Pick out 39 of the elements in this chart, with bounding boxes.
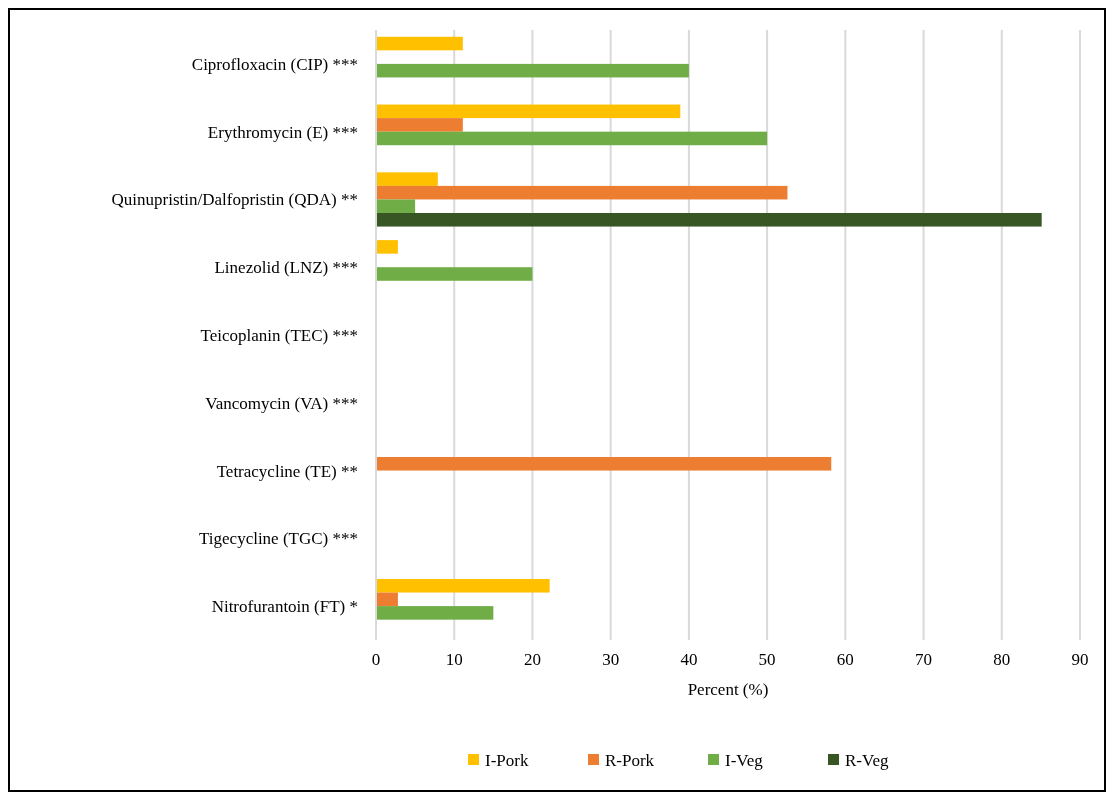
x-tick-label: 50: [758, 650, 776, 669]
x-tick-label: 30: [602, 650, 620, 669]
x-tick-label: 70: [915, 650, 933, 669]
bar: [376, 104, 681, 119]
y-tick-label: Vancomycin (VA) ***: [205, 393, 358, 413]
legend-label: R-Veg: [845, 750, 889, 770]
legend-label: I-Pork: [485, 750, 529, 770]
bar: [376, 36, 463, 51]
legend-label: R-Pork: [605, 750, 655, 770]
x-tick-label: 40: [680, 650, 698, 669]
bar: [376, 579, 550, 593]
legend-label: I-Veg: [725, 750, 764, 770]
x-tick-label: 0: [371, 650, 381, 669]
y-tick-label: Quinupristin/Dalfopristin (QDA) **: [111, 190, 358, 210]
bar: [376, 185, 788, 200]
bar: [376, 172, 438, 186]
y-tick-label: Tetracycline (TE) **: [216, 461, 358, 481]
x-tick-label: 20: [523, 650, 541, 669]
y-tick-label: Erythromycin (E) ***: [207, 122, 358, 142]
bar: [376, 606, 494, 620]
x-tick-label: 10: [445, 650, 463, 669]
bar: [376, 213, 1042, 227]
y-tick-label: Tigecycline (TGC) ***: [199, 529, 358, 549]
x-tick-label: 90: [1071, 650, 1089, 669]
x-tick-label: 60: [836, 650, 854, 669]
bar: [376, 131, 768, 146]
bar: [376, 267, 533, 281]
bar: [376, 457, 832, 471]
x-axis-title: Percent (%): [687, 680, 769, 699]
y-tick-label: Nitrofurantoin (FT) *: [211, 597, 358, 617]
bar: [376, 592, 398, 607]
x-tick-label: 80: [993, 650, 1011, 669]
y-tick-label: Ciprofloxacin (CIP) ***: [191, 54, 358, 74]
y-tick-label: Teicoplanin (TEC) ***: [200, 325, 358, 345]
bar: [376, 118, 463, 132]
bar: [376, 63, 689, 78]
y-tick-label: Linezolid (LNZ) ***: [214, 258, 358, 278]
bar: [376, 240, 398, 254]
bar: [376, 199, 416, 213]
